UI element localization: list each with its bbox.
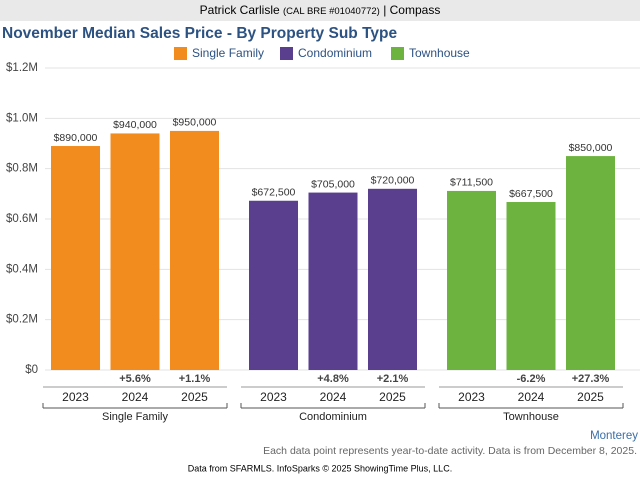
change-label: -6.2% xyxy=(517,373,546,385)
header-bar xyxy=(0,0,640,21)
change-label: +5.6% xyxy=(119,373,151,385)
y-tick-label: $0.8M xyxy=(6,163,38,175)
y-tick-label: $0.4M xyxy=(6,263,38,275)
bar xyxy=(51,146,100,370)
legend-label: Single Family xyxy=(192,46,264,60)
chart-title: November Median Sales Price - By Propert… xyxy=(2,25,397,42)
legend-swatch xyxy=(391,47,404,60)
y-tick-label: $0.6M xyxy=(6,213,38,225)
license: (CAL BRE #01040772) xyxy=(283,6,380,17)
x-tick-label: 2024 xyxy=(122,390,149,404)
y-tick-label: $1.0M xyxy=(6,112,38,124)
bar xyxy=(447,190,496,370)
y-tick-label: $0 xyxy=(25,364,38,376)
value-label: $940,000 xyxy=(113,119,157,131)
group-label: Condominium xyxy=(299,411,367,423)
bar xyxy=(170,130,219,370)
value-label: $950,000 xyxy=(173,117,217,129)
bar xyxy=(506,202,556,370)
change-label: +2.1% xyxy=(377,373,409,385)
change-label: +1.1% xyxy=(179,373,211,385)
value-label: $890,000 xyxy=(54,132,98,144)
value-label: $667,500 xyxy=(509,188,553,200)
note: Each data point represents year-to-date … xyxy=(263,445,637,457)
x-tick-label: 2025 xyxy=(181,390,208,404)
change-label: +4.8% xyxy=(317,373,349,385)
x-tick-label: 2024 xyxy=(518,390,545,404)
x-tick-label: 2025 xyxy=(379,390,406,404)
x-tick-label: 2023 xyxy=(260,390,287,404)
bar xyxy=(249,200,298,370)
y-tick-label: $1.2M xyxy=(6,62,38,74)
value-label: $672,500 xyxy=(252,187,296,199)
bar xyxy=(308,192,358,370)
change-label: +27.3% xyxy=(572,373,610,385)
value-label: $705,000 xyxy=(311,178,355,190)
legend-label: Townhouse xyxy=(409,46,470,60)
header: Patrick Carlisle (CAL BRE #01040772) | C… xyxy=(200,3,441,17)
bar xyxy=(368,188,417,370)
value-label: $711,500 xyxy=(450,177,493,189)
value-label: $720,000 xyxy=(371,175,415,187)
source: Data from SFARMLS. InfoSparks © 2025 Sho… xyxy=(188,463,452,473)
x-tick-label: 2023 xyxy=(458,390,485,404)
bar xyxy=(110,133,160,370)
x-tick-label: 2023 xyxy=(62,390,89,404)
brokerage: | Compass xyxy=(383,3,440,17)
legend-swatch xyxy=(174,47,187,60)
group-label: Single Family xyxy=(102,411,169,423)
x-tick-label: 2025 xyxy=(577,390,604,404)
value-label: $850,000 xyxy=(569,142,613,154)
legend-label: Condominium xyxy=(298,46,372,60)
x-tick-label: 2024 xyxy=(320,390,347,404)
y-tick-label: $0.2M xyxy=(6,314,38,326)
region: Monterey xyxy=(590,430,638,442)
group-label: Townhouse xyxy=(503,411,559,423)
legend-swatch xyxy=(280,47,293,60)
bar xyxy=(566,156,615,370)
agent: Patrick Carlisle xyxy=(200,3,280,17)
